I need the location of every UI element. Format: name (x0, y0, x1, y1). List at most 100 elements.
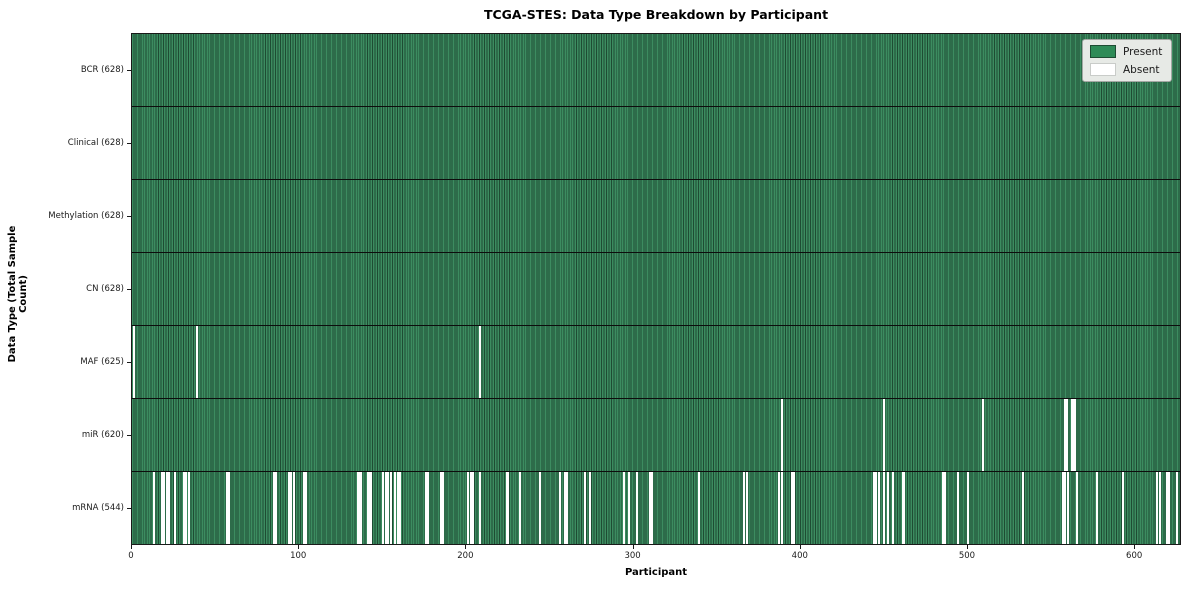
x-tick-mark (465, 545, 467, 549)
absent-stripe (393, 472, 396, 544)
absent-stripe (304, 472, 307, 544)
absent-stripe (1072, 399, 1075, 471)
absent-stripe (425, 472, 428, 544)
x-axis-label: Participant (624, 567, 688, 578)
absent-stripe (565, 472, 568, 544)
absent-stripe (1070, 399, 1073, 471)
absent-stripe (1022, 472, 1025, 544)
absent-stripe (152, 472, 155, 544)
absent-stripe (1063, 472, 1066, 544)
absent-stripe (478, 472, 481, 544)
chart-title: TCGA-STES: Data Type Breakdown by Partic… (483, 7, 829, 22)
absent-stripe (358, 472, 361, 544)
absent-stripe (1065, 399, 1068, 471)
absent-stripe (166, 472, 169, 544)
absent-stripe (162, 472, 165, 544)
absent-stripe (1167, 472, 1170, 544)
absent-stripe (650, 472, 653, 544)
absent-stripe (873, 472, 876, 544)
absent-stripe (381, 472, 384, 544)
absent-stripe (941, 472, 944, 544)
x-tick-label-400: 400 (791, 551, 808, 561)
absent-stripe (289, 472, 292, 544)
absent-stripe (1063, 399, 1066, 471)
absent-stripe (1159, 472, 1162, 544)
absent-stripe (356, 472, 359, 544)
row-miR (132, 399, 1180, 472)
absent-stripe (883, 472, 886, 544)
absent-stripe (1073, 399, 1076, 471)
absent-stripe (901, 472, 904, 544)
absent-stripe (184, 472, 187, 544)
absent-stripe (627, 472, 630, 544)
absent-stripe (697, 472, 700, 544)
absent-stripe (1122, 472, 1125, 544)
absent-stripe (396, 472, 399, 544)
absent-stripe (956, 472, 959, 544)
absent-stripe (227, 472, 230, 544)
absent-stripe (564, 472, 567, 544)
x-tick-label-300: 300 (624, 551, 641, 561)
absent-stripe (649, 472, 652, 544)
plot-area (131, 33, 1181, 545)
absent-stripe (1067, 472, 1070, 544)
absent-stripe (584, 472, 587, 544)
absent-stripe (293, 472, 296, 544)
y-tick-mark (127, 142, 131, 144)
absent-stripe (273, 472, 276, 544)
absent-stripe (635, 472, 638, 544)
absent-stripe (781, 472, 784, 544)
absent-stripe (360, 472, 363, 544)
absent-stripe (398, 472, 401, 544)
legend: Present Absent (1082, 39, 1173, 82)
present-swatch (1090, 45, 1116, 58)
y-tick-mark (127, 215, 131, 217)
absent-stripe (226, 472, 229, 544)
y-tick-mark (127, 508, 131, 510)
legend-entry-absent: Absent (1090, 63, 1162, 76)
y-tick-label-miR: miR (620) (81, 430, 124, 441)
absent-stripe (187, 472, 190, 544)
absent-stripe (781, 399, 784, 471)
legend-label-absent: Absent (1123, 63, 1160, 76)
y-tick-label-CN: CN (628) (86, 284, 124, 294)
row-MAF (132, 326, 1180, 399)
absent-stripe (883, 399, 886, 471)
x-tick-label-0: 0 (128, 551, 134, 561)
absent-swatch (1090, 63, 1116, 76)
y-axis-label: Data Type (Total Sample Count) (7, 225, 29, 363)
y-tick-mark (127, 435, 131, 437)
x-tick-label-500: 500 (958, 551, 976, 561)
absent-stripe (426, 472, 429, 544)
absent-stripe (132, 326, 135, 398)
absent-stripe (982, 399, 985, 471)
absent-stripe (440, 472, 443, 544)
absent-stripe (182, 472, 185, 544)
x-tick-mark (131, 545, 132, 549)
absent-stripe (903, 472, 906, 544)
absent-stripe (891, 472, 894, 544)
absent-stripe (518, 472, 521, 544)
absent-stripe (505, 472, 508, 544)
y-tick-mark (127, 362, 131, 364)
x-tick-label-200: 200 (457, 551, 474, 561)
legend-label-present: Present (1123, 45, 1163, 58)
y-tick-label-mRNA: mRNA (544) (72, 503, 124, 514)
absent-stripe (161, 472, 164, 544)
absent-stripe (778, 472, 781, 544)
absent-stripe (1165, 472, 1168, 544)
absent-stripe (1062, 472, 1065, 544)
absent-stripe (366, 472, 369, 544)
absent-stripe (288, 472, 291, 544)
absent-stripe (303, 472, 306, 544)
x-tick-mark (1134, 545, 1136, 549)
absent-stripe (1095, 472, 1098, 544)
absent-stripe (559, 472, 562, 544)
absent-stripe (791, 472, 794, 544)
y-tick-mark (127, 69, 131, 71)
absent-stripe (589, 472, 592, 544)
absent-stripe (793, 472, 796, 544)
absent-stripe (746, 472, 749, 544)
absent-stripe (966, 472, 969, 544)
